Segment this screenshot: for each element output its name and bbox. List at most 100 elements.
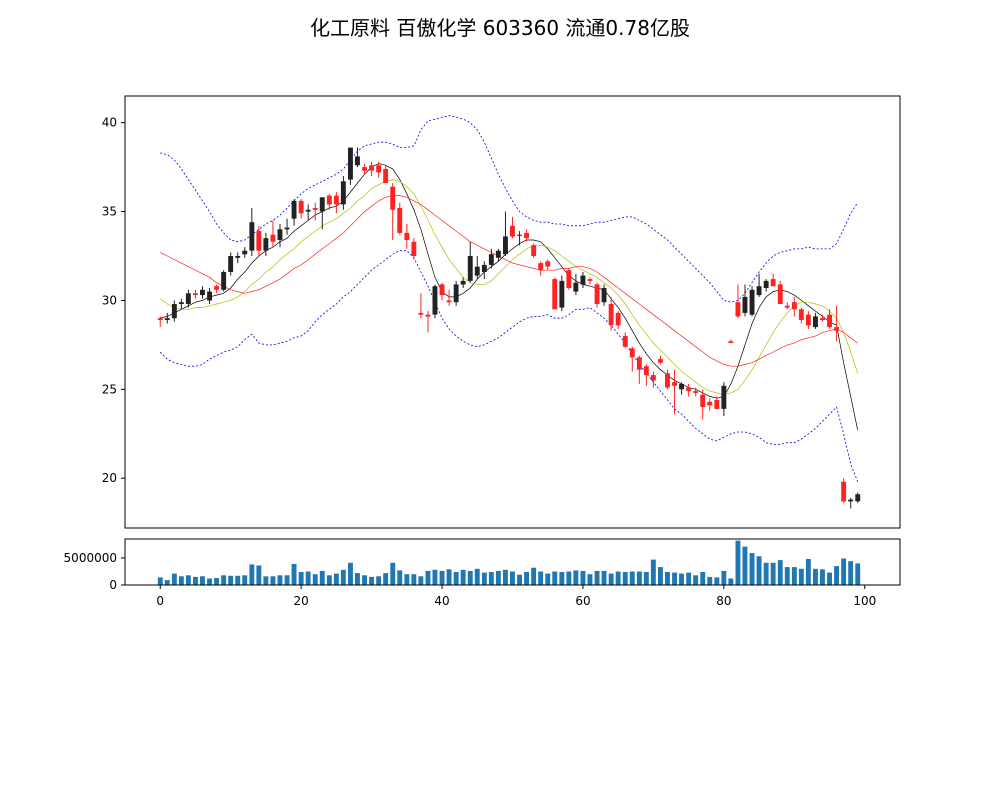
candle-body (270, 234, 276, 242)
candle-body (686, 387, 692, 392)
candle-body (848, 499, 854, 502)
volume-bar (608, 573, 614, 585)
candle-body (200, 289, 205, 296)
candle-body (622, 336, 628, 347)
volume-bar (848, 561, 854, 585)
candle-body (390, 186, 396, 210)
volume-bar (291, 563, 297, 585)
volume-bar (362, 575, 367, 585)
volume-bar (404, 574, 410, 585)
candle-body (538, 263, 544, 271)
volume-bar (207, 578, 212, 585)
volume-bar (383, 573, 389, 585)
x-tick-label: 0 (156, 594, 164, 608)
candle-body (298, 200, 304, 214)
volume-bar (813, 568, 818, 585)
volume-bar (178, 576, 184, 585)
boll-lower-line (159, 250, 859, 482)
candle-body (355, 156, 360, 166)
candle-body (798, 309, 804, 320)
volume-bar (319, 570, 325, 585)
candle-body (404, 232, 410, 240)
candle-body (784, 305, 790, 308)
candle-body (636, 357, 642, 370)
candle-body (643, 366, 649, 376)
volume-bar (693, 575, 699, 585)
ma-line-2 (160, 195, 858, 367)
candle-body (488, 254, 494, 265)
main-plot-frame (124, 95, 901, 529)
volume-bar (277, 575, 283, 585)
candle-body (693, 391, 699, 393)
ma-line-1 (159, 179, 859, 396)
y-tick-label: 30 (102, 293, 117, 307)
volume-bar (517, 574, 522, 585)
y-tick-label: 35 (102, 205, 117, 219)
candle-body (573, 282, 579, 292)
candle-body (432, 286, 438, 315)
volume-bar (235, 575, 241, 585)
volume-bar (622, 572, 628, 585)
boll-upper-line (160, 115, 859, 303)
candle-body (756, 286, 762, 296)
volume-bar (481, 572, 487, 585)
volume-bar (679, 573, 684, 585)
volume-bar (735, 540, 741, 585)
candle-body (319, 197, 325, 212)
volume-bar (686, 572, 692, 585)
candle-body (256, 231, 262, 251)
volume-bar (432, 569, 438, 585)
volume-bar (707, 576, 713, 585)
candle-body (495, 250, 501, 258)
volume-bar (820, 569, 825, 585)
volume-bar (855, 563, 861, 585)
candle-body (207, 291, 212, 301)
volume-bar (418, 576, 424, 585)
candle-body (559, 280, 565, 308)
volume-bar (643, 572, 649, 585)
candle-body (566, 270, 572, 288)
volume-bar (390, 562, 396, 585)
candle-body (263, 238, 269, 251)
volume-plot-frame (124, 538, 901, 586)
candle-body (791, 302, 797, 310)
candle-body (749, 289, 755, 315)
candle-body (425, 314, 431, 317)
volume-bar (397, 570, 403, 585)
candle-body (524, 232, 529, 239)
candle-body (453, 284, 459, 303)
vol-y-tick-label: 5000000 (64, 551, 117, 565)
candle-body (383, 168, 389, 184)
volume-bar (798, 568, 804, 585)
candle-body (235, 256, 241, 258)
volume-bar (312, 574, 318, 585)
volume-bar (305, 571, 311, 585)
volume-bar (200, 576, 205, 585)
volume-bar (827, 572, 832, 585)
chart-title: 化工原料 百傲化学 603360 流通0.78亿股 (310, 16, 690, 40)
volume-bar (650, 559, 656, 585)
candle-body (193, 293, 198, 296)
volume-bar (510, 571, 515, 585)
volume-bar (601, 570, 607, 585)
candle-body (277, 229, 283, 240)
volume-bar (171, 573, 177, 585)
volume-bar (221, 575, 227, 585)
candle-body (284, 227, 290, 230)
volume-bar (545, 573, 551, 585)
volume-bar (284, 575, 290, 585)
volume-bar (270, 576, 276, 585)
volume-bar (580, 570, 586, 585)
x-tick-label: 20 (293, 594, 308, 608)
candle-body (460, 280, 466, 285)
candle-body (658, 359, 663, 363)
candle-body (679, 384, 684, 390)
volume-bar (672, 572, 677, 585)
volume-bar (263, 576, 269, 585)
volume-bar (587, 574, 593, 585)
candle-body (171, 304, 177, 319)
volume-bar (524, 572, 529, 585)
volume-bar (340, 569, 346, 585)
candle-body (369, 165, 374, 171)
